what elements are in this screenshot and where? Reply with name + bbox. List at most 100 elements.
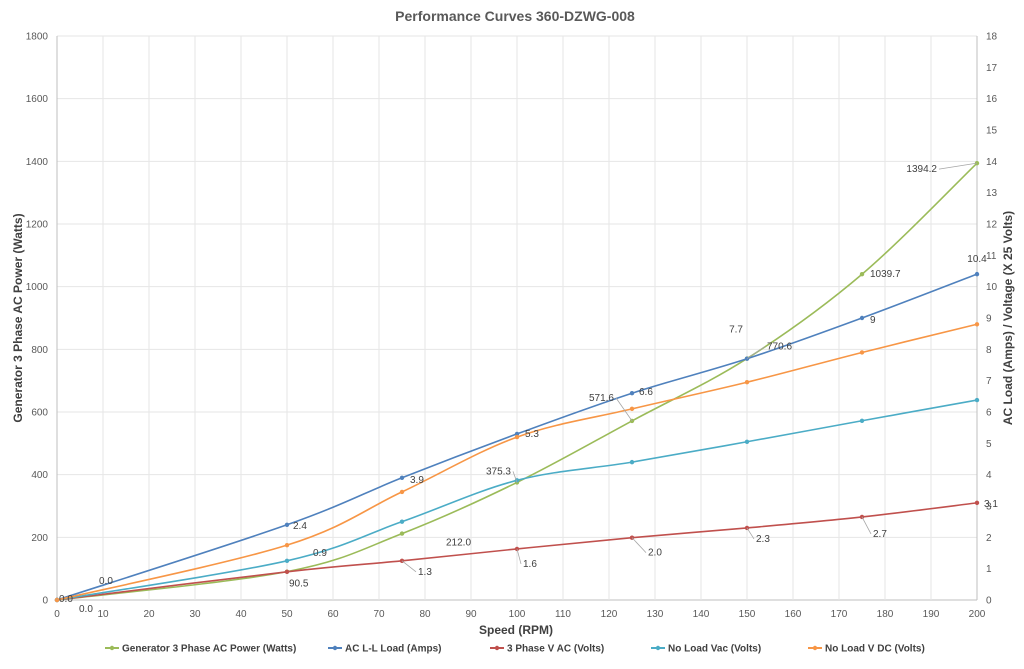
chart-title: Performance Curves 360-DZWG-008: [395, 8, 635, 24]
data-label: 10.4: [967, 254, 987, 265]
series-4-point: [744, 380, 750, 385]
y-left-axis-title: Generator 3 Phase AC Power (Watts): [11, 213, 25, 422]
y-left-tick-label: 600: [31, 408, 48, 419]
legend-label: No Load Vac (Volts): [668, 644, 761, 655]
y-right-tick-label: 3: [986, 502, 992, 513]
legend-swatch-marker: [494, 645, 500, 651]
legend-label: AC L-L Load (Amps): [345, 644, 441, 655]
legend-label: No Load V DC (Volts): [825, 644, 925, 655]
series-4-point: [514, 434, 520, 440]
label-leader-line: [401, 560, 417, 573]
data-label: 375.3: [486, 466, 511, 477]
y-right-tick-label: 1: [986, 564, 992, 575]
legend-swatch-marker: [655, 645, 661, 651]
label-leader-line: [512, 471, 518, 483]
series-1-point: [629, 391, 635, 396]
series-1-point: [399, 475, 405, 480]
data-label: 5.3: [525, 429, 539, 440]
y-left-tick-label: 1400: [26, 157, 49, 168]
series-3-point: [399, 519, 405, 524]
grid: [56, 35, 978, 601]
series-4-point: [859, 350, 865, 355]
series-4-point: [284, 542, 290, 548]
x-tick-label: 190: [923, 609, 940, 620]
y-right-tick-label: 11: [986, 251, 997, 262]
x-tick-label: 40: [235, 609, 247, 620]
legend-swatch-marker: [109, 645, 115, 651]
data-label: 0.0: [79, 604, 93, 615]
y-left-tick-label: 1800: [26, 32, 49, 43]
legend-label: Generator 3 Phase AC Power (Watts): [122, 644, 296, 655]
data-label: 2.3: [756, 534, 770, 545]
series-4-point: [974, 322, 980, 327]
x-tick-label: 150: [739, 609, 756, 620]
x-tick-label: 200: [969, 609, 986, 620]
y-right-tick-label: 15: [986, 126, 998, 137]
series-3-point: [859, 418, 865, 423]
x-tick-label: 100: [509, 609, 526, 620]
series-1-point: [284, 522, 290, 527]
x-tick-label: 180: [877, 609, 894, 620]
x-tick-label: 130: [647, 609, 664, 620]
series-lines: [54, 160, 980, 603]
series-2-point: [974, 500, 980, 506]
legend: Generator 3 Phase AC Power (Watts) AC L-L…: [105, 644, 925, 655]
y-right-tick-label: 8: [986, 345, 992, 356]
data-label: 212.0: [446, 538, 471, 549]
data-labels: 0.090.5212.0375.3571.6770.61039.71394.20…: [56, 162, 998, 615]
label-leader-line: [861, 516, 872, 535]
y-right-tick-label: 9: [986, 314, 992, 325]
data-label: 90.5: [289, 579, 309, 590]
y-left-tick-label: 400: [31, 470, 48, 481]
legend-label: 3 Phase V AC (Volts): [507, 644, 604, 655]
label-leader-line: [516, 548, 522, 565]
x-tick-label: 30: [189, 609, 201, 620]
data-label: 770.6: [767, 342, 792, 353]
x-tick-label: 120: [601, 609, 618, 620]
x-tick-label: 0: [54, 609, 60, 620]
x-tick-label: 170: [831, 609, 848, 620]
label-leader-line: [615, 397, 633, 422]
x-tick-label: 60: [327, 609, 339, 620]
x-tick-label: 110: [555, 609, 571, 620]
x-tick-label: 160: [785, 609, 802, 620]
y-right-tick-label: 14: [986, 157, 998, 168]
y-left-tick-label: 800: [31, 345, 48, 356]
data-label: 6.6: [639, 387, 653, 398]
data-label: 0.0: [99, 576, 113, 587]
series-1-point: [514, 431, 520, 437]
y-left-tick-label: 1600: [26, 94, 49, 105]
data-label: 571.6: [589, 393, 614, 404]
data-label: 2.0: [648, 548, 662, 559]
legend-swatch-marker: [812, 645, 818, 651]
y-left-tick-label: 1000: [26, 282, 49, 293]
y-right-tick-label: 18: [986, 32, 998, 43]
series-3-point: [284, 558, 290, 564]
series-4-point: [399, 489, 405, 495]
series-1-line: [56, 273, 978, 601]
label-leader-line: [746, 527, 755, 540]
data-label: 1.6: [523, 559, 537, 570]
data-label: 1.3: [418, 567, 432, 578]
y-left-tick-label: 200: [31, 533, 48, 544]
y-right-axis-title: AC Load (Amps) / Voltage (X 25 Volts): [1001, 211, 1015, 425]
data-label: 1039.7: [870, 269, 901, 280]
x-tick-label: 70: [373, 609, 385, 620]
y-left-tick-label: 1200: [26, 220, 49, 231]
data-label: 0.9: [313, 548, 327, 559]
series-1-point: [974, 271, 980, 277]
y-left-tick-label: 0: [42, 596, 48, 607]
series-1-point: [859, 315, 865, 321]
label-leader-line: [746, 346, 766, 359]
label-leader-line: [631, 537, 647, 553]
x-axis-title: Speed (RPM): [479, 623, 553, 637]
series-2-point: [284, 569, 290, 574]
data-label: 0.0: [59, 594, 73, 605]
data-label: 3.9: [410, 475, 424, 486]
y-right-tick-label: 17: [986, 63, 998, 74]
y-right-tick-label: 10: [986, 282, 998, 293]
y-right-tick-label: 7: [986, 376, 992, 387]
series-3-point: [629, 459, 635, 465]
